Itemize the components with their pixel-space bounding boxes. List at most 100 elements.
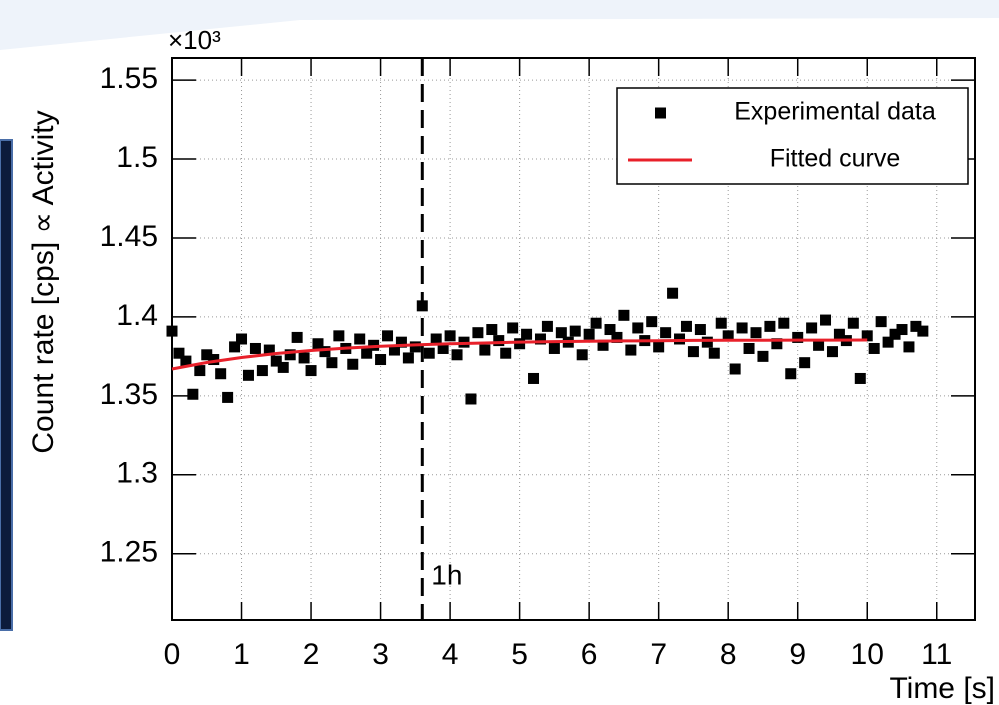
data-point xyxy=(312,338,324,350)
data-point xyxy=(194,365,206,377)
data-point xyxy=(820,314,832,326)
y-tick-label: 1.5 xyxy=(116,141,158,174)
data-point xyxy=(305,365,317,377)
data-point xyxy=(514,338,526,350)
data-point xyxy=(722,330,734,342)
data-point xyxy=(674,333,686,345)
data-point xyxy=(479,344,491,356)
data-point xyxy=(319,346,331,358)
y-tick-label: 1.4 xyxy=(116,299,158,332)
data-point xyxy=(597,339,609,351)
legend: Experimental data Fitted curve xyxy=(616,87,969,185)
data-point xyxy=(764,320,776,332)
x-tick-label: 11 xyxy=(921,638,952,671)
data-point xyxy=(180,355,192,367)
x-tick-label: 7 xyxy=(650,638,667,671)
data-point xyxy=(451,349,463,361)
data-point xyxy=(660,327,672,339)
x-tick-label: 2 xyxy=(303,638,320,671)
data-point xyxy=(625,344,637,356)
data-point xyxy=(847,317,859,329)
data-point xyxy=(541,320,553,332)
data-point xyxy=(236,333,248,345)
x-tick-label: 6 xyxy=(581,638,598,671)
data-point xyxy=(687,346,699,358)
x-axis-label: Time [s] xyxy=(889,672,995,705)
data-point xyxy=(263,344,275,356)
data-point xyxy=(187,388,199,400)
data-point xyxy=(208,354,220,366)
data-point xyxy=(653,341,665,353)
y-tick-label: 1.45 xyxy=(100,220,158,253)
data-point xyxy=(611,331,623,343)
data-point xyxy=(729,363,741,375)
x-tick-label: 5 xyxy=(511,638,528,671)
data-point xyxy=(785,368,797,380)
x-tick-label: 3 xyxy=(372,638,389,671)
data-point xyxy=(632,322,644,334)
data-point xyxy=(569,325,581,337)
data-point xyxy=(388,344,400,356)
side-panel xyxy=(0,139,13,631)
data-point xyxy=(799,357,811,369)
data-point xyxy=(534,333,546,345)
data-point xyxy=(708,347,720,359)
legend-label: Experimental data xyxy=(734,98,936,126)
data-point xyxy=(382,330,394,342)
data-point xyxy=(270,355,282,367)
y-tick-label: 1.35 xyxy=(100,378,158,411)
legend-label: Fitted curve xyxy=(770,145,901,173)
data-point xyxy=(694,324,706,336)
data-point xyxy=(486,324,498,336)
x-tick-label: 1 xyxy=(233,638,250,671)
data-point xyxy=(757,350,769,362)
y-tick-label: 1.3 xyxy=(116,457,158,490)
data-point xyxy=(215,368,227,380)
data-point xyxy=(750,327,762,339)
data-point xyxy=(437,342,449,354)
data-point xyxy=(792,331,804,343)
data-point xyxy=(229,341,241,353)
x-tick-label: 0 xyxy=(164,638,181,671)
data-point xyxy=(173,347,185,359)
data-point xyxy=(222,391,234,403)
data-point xyxy=(416,300,428,312)
data-point xyxy=(256,365,268,377)
data-point xyxy=(166,325,178,337)
legend-symbol xyxy=(655,107,666,119)
fit-line xyxy=(171,338,868,371)
data-point xyxy=(736,322,748,334)
data-point xyxy=(298,352,310,364)
data-point xyxy=(882,336,894,348)
data-point xyxy=(743,342,755,354)
marks xyxy=(166,58,929,620)
data-point xyxy=(618,309,630,321)
data-point xyxy=(896,324,908,336)
data-point xyxy=(917,325,929,337)
x-tick-label: 4 xyxy=(442,638,459,671)
data-point xyxy=(826,346,838,358)
data-point xyxy=(903,341,915,353)
legend-box xyxy=(616,87,969,185)
data-point xyxy=(590,317,602,329)
data-point xyxy=(201,349,213,361)
data-point xyxy=(868,342,880,354)
data-point xyxy=(333,330,345,342)
data-point xyxy=(548,342,560,354)
plot-frame xyxy=(171,57,976,621)
data-point xyxy=(521,328,533,340)
data-point xyxy=(402,352,414,364)
data-point xyxy=(701,336,713,348)
data-point xyxy=(430,333,442,345)
data-point xyxy=(493,335,505,347)
x-tick-label: 8 xyxy=(720,638,737,671)
data-point xyxy=(423,347,435,359)
data-point xyxy=(806,322,818,334)
header-shade xyxy=(0,0,999,50)
data-point xyxy=(604,324,616,336)
data-point xyxy=(771,338,783,350)
data-point xyxy=(715,317,727,329)
data-point xyxy=(861,330,873,342)
data-point xyxy=(507,322,519,334)
y-tick-label: 1.55 xyxy=(100,62,158,95)
